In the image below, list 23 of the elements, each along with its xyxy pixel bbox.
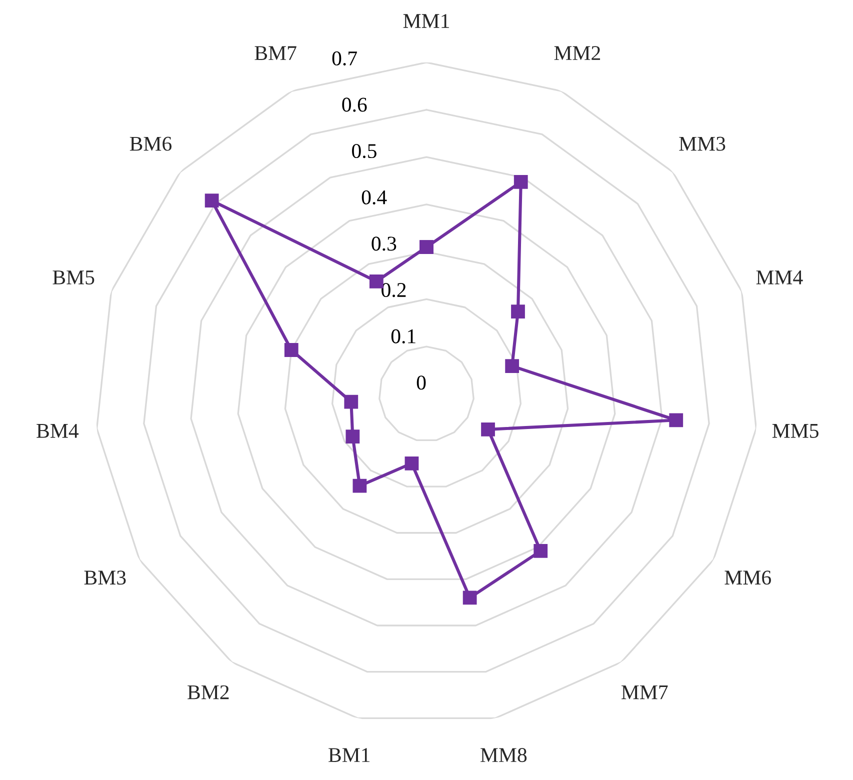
y-tick-label: 0.2 — [382, 282, 406, 298]
y-tick-label: 0.3 — [372, 236, 396, 251]
spoke-label: BM1 — [328, 748, 370, 762]
spoke-label: BM6 — [130, 136, 172, 151]
spoke-label: MM6 — [724, 570, 771, 585]
y-tick-label: 0.7 — [332, 51, 357, 66]
y-tick-label: 0.5 — [352, 144, 376, 158]
spoke-label: BM5 — [52, 270, 94, 284]
spoke-label: MM4 — [756, 270, 803, 284]
y-tick-label: 0.1 — [391, 329, 416, 344]
spoke-label: BM7 — [254, 46, 296, 60]
spoke-label: MM2 — [554, 46, 600, 60]
y-tick-label: 0.6 — [342, 98, 367, 112]
y-tick-label: 0 — [416, 376, 426, 390]
spoke-label: MM5 — [772, 424, 818, 438]
spoke-label: MM1 — [403, 14, 449, 28]
spoke-label: MM8 — [480, 748, 527, 762]
spoke-label: MM3 — [679, 136, 726, 151]
spoke-label: BM4 — [36, 424, 79, 438]
spoke-label: BM3 — [84, 570, 126, 585]
spoke-label: BM2 — [188, 685, 229, 700]
spoke-label: MM7 — [621, 685, 668, 700]
y-tick-label: 0.4 — [362, 190, 387, 204]
